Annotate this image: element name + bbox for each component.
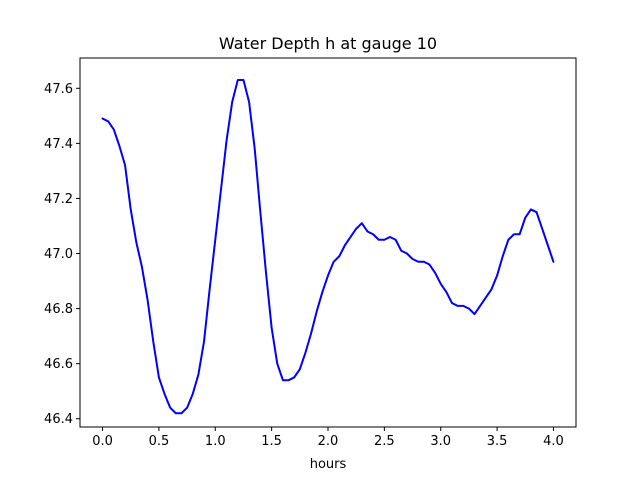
x-tick-label: 4.0: [543, 434, 564, 449]
x-tick-label: 3.5: [487, 434, 508, 449]
y-tick-label: 47.0: [44, 247, 73, 262]
x-axis-label: hours: [310, 457, 347, 472]
series-line: [101, 79, 555, 415]
y-tick-label: 46.4: [44, 412, 73, 427]
x-tick-label: 2.5: [374, 434, 395, 449]
y-axis-ticks: 46.4 46.6 46.8 47.0 47.2 47.4 47.6: [44, 82, 80, 427]
x-tick-label: 1.0: [205, 434, 226, 449]
chart-title: Water Depth h at gauge 10: [219, 34, 437, 53]
y-tick-label: 47.6: [44, 82, 73, 97]
y-tick-label: 46.6: [44, 357, 73, 372]
x-tick-label: 0.0: [92, 434, 113, 449]
y-tick-label: 46.8: [44, 302, 73, 317]
x-tick-label: 3.0: [430, 434, 451, 449]
x-tick-label: 0.5: [149, 434, 170, 449]
x-axis-ticks: 0.0 0.5 1.0 1.5 2.0 2.5 3.0 3.5 4.0: [92, 427, 564, 449]
x-tick-label: 1.5: [261, 434, 282, 449]
y-tick-label: 47.2: [44, 192, 73, 207]
y-tick-label: 47.4: [44, 137, 73, 152]
x-tick-label: 2.0: [318, 434, 339, 449]
